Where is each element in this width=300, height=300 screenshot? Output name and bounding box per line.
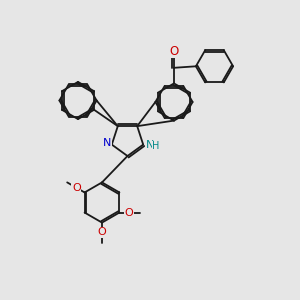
Text: O: O (98, 227, 106, 237)
Text: N: N (103, 138, 112, 148)
Text: N: N (146, 140, 154, 150)
Text: O: O (169, 45, 178, 58)
Text: H: H (152, 141, 160, 151)
Text: O: O (124, 208, 134, 218)
Text: O: O (72, 183, 81, 193)
